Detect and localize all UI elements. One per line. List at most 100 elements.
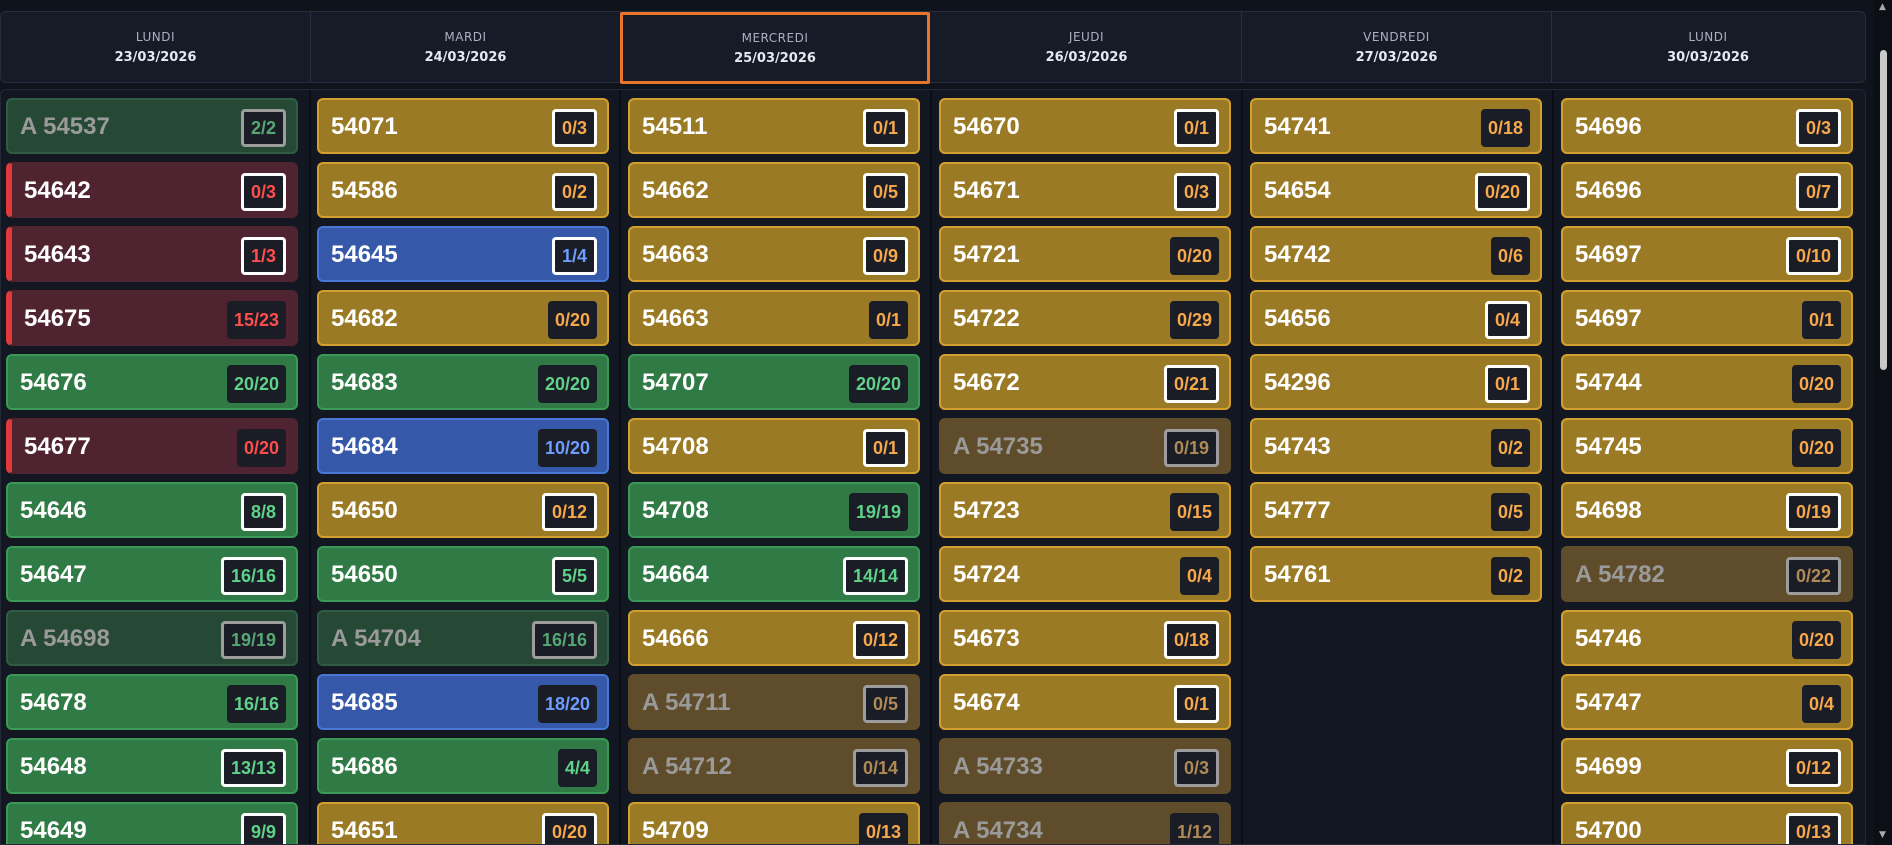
- order-card[interactable]: A 54782 0/22: [1561, 546, 1853, 602]
- order-card[interactable]: 54744 0/20: [1561, 354, 1853, 410]
- order-card[interactable]: 54721 0/20: [939, 226, 1231, 282]
- order-card[interactable]: 54586 0/2: [317, 162, 609, 218]
- order-card[interactable]: 54698 0/19: [1561, 482, 1853, 538]
- order-card[interactable]: 54685 18/20: [317, 674, 609, 730]
- progress-badge: 0/20: [1791, 365, 1841, 403]
- progress-badge: 20/20: [537, 365, 597, 403]
- order-number: 54746: [1575, 625, 1642, 652]
- order-card[interactable]: 54707 20/20: [628, 354, 920, 410]
- order-card[interactable]: 54708 0/1: [628, 418, 920, 474]
- order-card[interactable]: 54700 0/13: [1561, 802, 1853, 844]
- order-card[interactable]: 54747 0/4: [1561, 674, 1853, 730]
- order-card[interactable]: 54650 5/5: [317, 546, 609, 602]
- order-card[interactable]: 54743 0/2: [1250, 418, 1542, 474]
- order-card[interactable]: A 54711 0/5: [628, 674, 920, 730]
- order-card[interactable]: 54663 0/1: [628, 290, 920, 346]
- order-card[interactable]: 54723 0/15: [939, 482, 1231, 538]
- order-number: 54761: [1264, 561, 1331, 588]
- order-number: 54721: [953, 241, 1020, 268]
- day-header-tuesday[interactable]: MARDI 24/03/2026: [311, 12, 621, 82]
- order-card[interactable]: 54671 0/3: [939, 162, 1231, 218]
- order-number: 54646: [20, 497, 87, 524]
- order-number: 54672: [953, 369, 1020, 396]
- order-card[interactable]: A 54698 19/19: [6, 610, 298, 666]
- day-header-thursday[interactable]: JEUDI 26/03/2026: [932, 12, 1242, 82]
- order-card[interactable]: 54672 0/21: [939, 354, 1231, 410]
- scrollbar-thumb[interactable]: [1880, 50, 1887, 370]
- order-card[interactable]: 54296 0/1: [1250, 354, 1542, 410]
- order-card[interactable]: 54664 14/14: [628, 546, 920, 602]
- order-card[interactable]: 54071 0/3: [317, 98, 609, 154]
- order-card[interactable]: 54511 0/1: [628, 98, 920, 154]
- day-column-tuesday: 54071 0/3 54586 0/2 54645 1/4 54682 0/20 54683 20…: [317, 98, 609, 844]
- progress-badge: 0/18: [1163, 621, 1219, 659]
- order-card[interactable]: 54709 0/13: [628, 802, 920, 844]
- order-number: 54745: [1575, 433, 1642, 460]
- progress-badge: 0/13: [1785, 813, 1841, 844]
- order-number: 54700: [1575, 817, 1642, 844]
- order-card[interactable]: 54670 0/1: [939, 98, 1231, 154]
- scroll-up-arrow-icon[interactable]: ▲: [1879, 2, 1886, 12]
- day-header-friday[interactable]: VENDREDI 27/03/2026: [1242, 12, 1552, 82]
- order-card[interactable]: 54648 13/13: [6, 738, 298, 794]
- order-card[interactable]: 54684 10/20: [317, 418, 609, 474]
- order-card[interactable]: A 54704 16/16: [317, 610, 609, 666]
- order-card[interactable]: 54673 0/18: [939, 610, 1231, 666]
- progress-badge: 0/1: [1173, 109, 1219, 147]
- order-card[interactable]: 54697 0/10: [1561, 226, 1853, 282]
- order-card[interactable]: 54663 0/9: [628, 226, 920, 282]
- order-card[interactable]: 54662 0/5: [628, 162, 920, 218]
- order-card[interactable]: 54678 16/16: [6, 674, 298, 730]
- order-card[interactable]: 54745 0/20: [1561, 418, 1853, 474]
- column-divider: [930, 90, 932, 844]
- order-card[interactable]: 54666 0/12: [628, 610, 920, 666]
- vertical-scrollbar[interactable]: ▲ ▼: [1874, 0, 1892, 845]
- order-card[interactable]: 54649 9/9: [6, 802, 298, 844]
- order-card[interactable]: 54699 0/12: [1561, 738, 1853, 794]
- order-card[interactable]: 54708 19/19: [628, 482, 920, 538]
- scroll-down-arrow-icon[interactable]: ▼: [1879, 830, 1886, 840]
- order-card[interactable]: 54674 0/1: [939, 674, 1231, 730]
- order-card[interactable]: 54777 0/5: [1250, 482, 1542, 538]
- order-card[interactable]: 54697 0/1: [1561, 290, 1853, 346]
- order-card[interactable]: A 54733 0/3: [939, 738, 1231, 794]
- order-card[interactable]: 54724 0/4: [939, 546, 1231, 602]
- order-card[interactable]: 54677 0/20: [6, 418, 298, 474]
- progress-badge: 0/13: [858, 813, 908, 844]
- progress-badge: 4/4: [557, 749, 597, 787]
- order-card[interactable]: 54647 16/16: [6, 546, 298, 602]
- order-card[interactable]: 54686 4/4: [317, 738, 609, 794]
- order-card[interactable]: 54642 0/3: [6, 162, 298, 218]
- order-card[interactable]: 54646 8/8: [6, 482, 298, 538]
- order-number: 54648: [20, 753, 87, 780]
- order-card[interactable]: 54746 0/20: [1561, 610, 1853, 666]
- order-card[interactable]: 54722 0/29: [939, 290, 1231, 346]
- progress-badge: 0/4: [1179, 557, 1219, 595]
- order-card[interactable]: A 54537 2/2: [6, 98, 298, 154]
- order-number: 54747: [1575, 689, 1642, 716]
- order-card[interactable]: 54683 20/20: [317, 354, 609, 410]
- order-card[interactable]: 54696 0/7: [1561, 162, 1853, 218]
- order-card[interactable]: 54650 0/12: [317, 482, 609, 538]
- progress-badge: 1/3: [240, 237, 286, 275]
- progress-badge: 0/12: [1785, 749, 1841, 787]
- order-card[interactable]: 54645 1/4: [317, 226, 609, 282]
- order-number: 54650: [331, 497, 398, 524]
- order-card[interactable]: A 54734 1/12: [939, 802, 1231, 844]
- order-card[interactable]: A 54735 0/19: [939, 418, 1231, 474]
- order-card[interactable]: 54651 0/20: [317, 802, 609, 844]
- order-card[interactable]: 54643 1/3: [6, 226, 298, 282]
- order-card[interactable]: 54742 0/6: [1250, 226, 1542, 282]
- order-card[interactable]: 54654 0/20: [1250, 162, 1542, 218]
- order-card[interactable]: 54675 15/23: [6, 290, 298, 346]
- order-card[interactable]: 54682 0/20: [317, 290, 609, 346]
- order-card[interactable]: 54761 0/2: [1250, 546, 1542, 602]
- day-header-monday[interactable]: LUNDI 23/03/2026: [1, 12, 311, 82]
- order-card[interactable]: 54696 0/3: [1561, 98, 1853, 154]
- day-header-next-monday[interactable]: LUNDI 30/03/2026: [1553, 12, 1863, 82]
- order-card[interactable]: 54676 20/20: [6, 354, 298, 410]
- day-header-wednesday-selected[interactable]: MERCREDI 25/03/2026: [620, 12, 930, 84]
- order-card[interactable]: 54741 0/18: [1250, 98, 1542, 154]
- order-card[interactable]: A 54712 0/14: [628, 738, 920, 794]
- order-card[interactable]: 54656 0/4: [1250, 290, 1542, 346]
